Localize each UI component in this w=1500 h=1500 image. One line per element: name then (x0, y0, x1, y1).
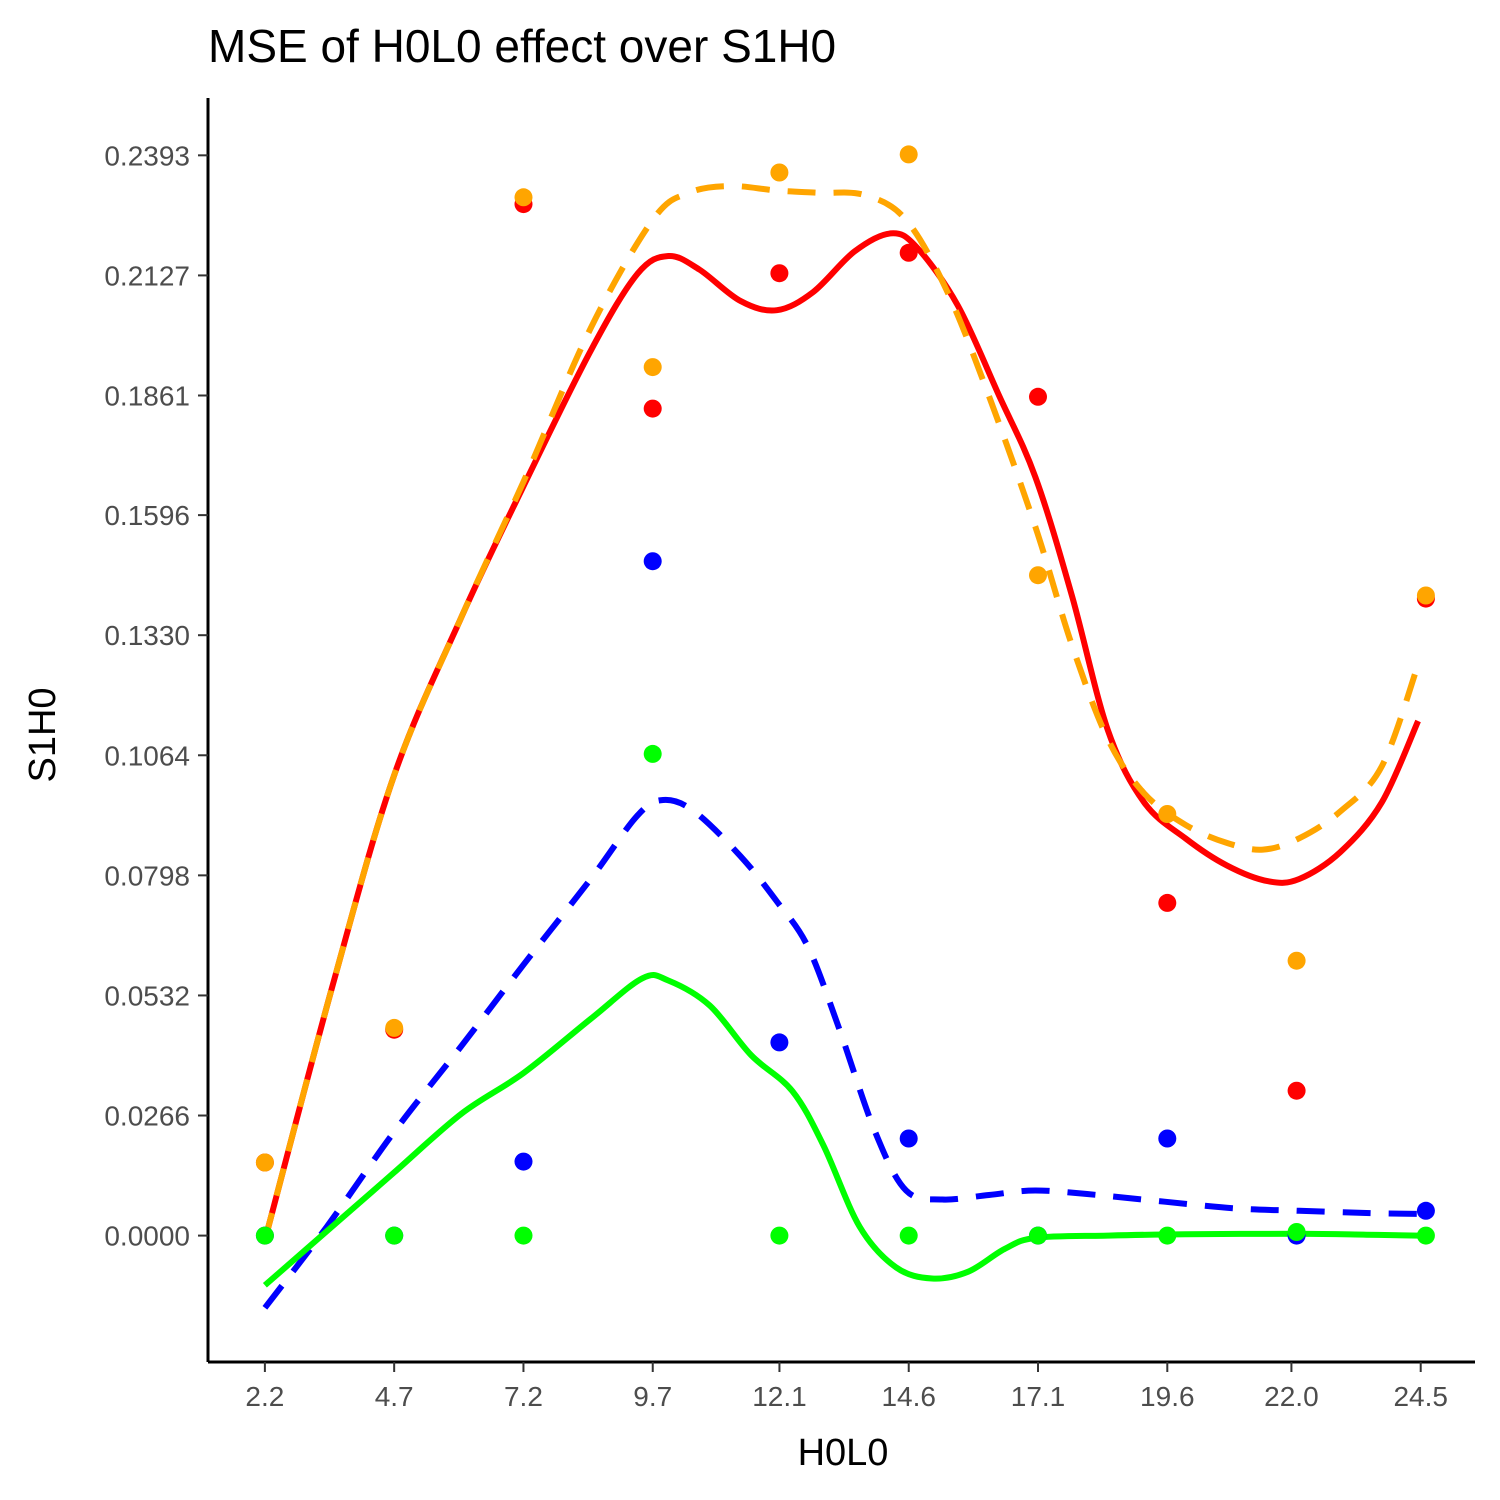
y-tick-label-2: 0.0266 (104, 1101, 190, 1132)
point-series-4-10 (1416, 1226, 1435, 1245)
smooth-curves (262, 182, 1421, 1310)
curve-series-4 (262, 972, 1419, 1288)
x-tick-label-9: 22.0 (1264, 1381, 1319, 1412)
point-series-4-3 (514, 1226, 533, 1245)
y-tick-label-7: 0.1596 (104, 500, 190, 531)
point-series-4-4 (643, 744, 662, 763)
point-series-3-8 (1158, 1129, 1177, 1148)
point-series-3-3 (514, 1152, 533, 1171)
point-series-1-6 (899, 243, 918, 262)
x-tick-label-7: 17.1 (1011, 1381, 1066, 1412)
point-series-3-4 (643, 552, 662, 571)
y-tick-label-4: 0.0798 (104, 860, 190, 891)
point-series-4-7 (1029, 1226, 1047, 1245)
point-series-4-9 (1287, 1223, 1306, 1241)
point-series-1-8 (1158, 893, 1177, 912)
point-series-4-8 (1158, 1226, 1177, 1245)
y-tick-label-6: 0.1330 (104, 620, 190, 651)
y-tick-label-3: 0.0532 (104, 980, 190, 1011)
point-series-3-5 (770, 1033, 789, 1052)
point-series-2-4 (643, 358, 662, 377)
x-tick-label-10: 24.5 (1393, 1381, 1448, 1412)
point-series-2-5 (770, 163, 789, 182)
point-series-2-2 (385, 1018, 404, 1037)
curve-series-3 (262, 796, 1419, 1310)
point-series-3-6 (899, 1129, 918, 1148)
curve-series-2 (262, 182, 1421, 1241)
point-series-3-10 (1416, 1201, 1435, 1220)
point-series-1-7 (1029, 387, 1047, 406)
chart-title: MSE of H0L0 effect over S1H0 (208, 20, 836, 72)
x-axis-title: H0L0 (798, 1432, 889, 1474)
y-tick-label-5: 0.1064 (104, 740, 190, 771)
x-tick-label-5: 12.1 (752, 1381, 807, 1412)
point-series-4-5 (770, 1226, 789, 1245)
point-series-4-2 (385, 1226, 404, 1245)
curve-series-1 (262, 230, 1421, 1241)
point-series-1-9 (1287, 1081, 1306, 1100)
point-series-2-1 (255, 1153, 274, 1172)
x-tick-label-3: 7.2 (504, 1381, 543, 1412)
point-series-2-7 (1029, 566, 1047, 585)
point-series-1-5 (770, 264, 789, 283)
point-series-2-3 (514, 188, 533, 207)
x-tick-label-2: 4.7 (375, 1381, 414, 1412)
y-tick-label-8: 0.1861 (104, 380, 190, 411)
x-tick-label-8: 19.6 (1140, 1381, 1195, 1412)
x-tick-label-6: 14.6 (881, 1381, 936, 1412)
y-tick-label-10: 0.2393 (104, 140, 190, 171)
point-series-4-6 (899, 1226, 918, 1245)
point-series-4-1 (255, 1226, 274, 1245)
data-points (255, 145, 1435, 1245)
x-tick-label-1: 2.2 (245, 1381, 284, 1412)
y-tick-label-9: 0.2127 (104, 260, 190, 291)
y-tick-label-1: 0.0000 (104, 1221, 190, 1252)
y-axis-title: S1H0 (22, 687, 64, 782)
x-tick-label-4: 9.7 (633, 1381, 672, 1412)
point-series-2-8 (1158, 805, 1177, 823)
point-series-2-10 (1416, 586, 1435, 605)
point-series-2-9 (1287, 951, 1306, 970)
point-series-2-6 (899, 145, 918, 164)
point-series-1-4 (643, 399, 662, 418)
axes: 0.0000 0.0266 0.0532 0.0798 0.1064 0.1330 0.15… (104, 98, 1475, 1412)
